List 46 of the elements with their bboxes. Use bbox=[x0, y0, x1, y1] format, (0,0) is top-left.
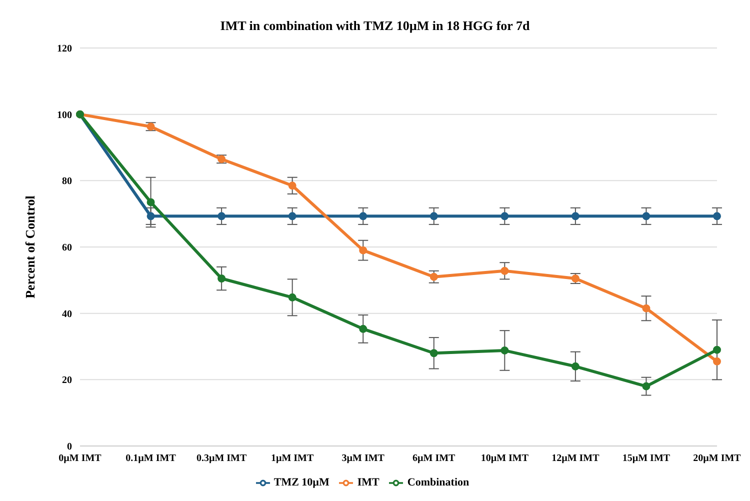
y-axis-title: Percent of Control bbox=[22, 195, 38, 298]
x-tick-label: 0µM IMT bbox=[58, 453, 102, 464]
point bbox=[713, 346, 721, 354]
legend-label: IMT bbox=[357, 476, 380, 489]
y-tick-label: 100 bbox=[57, 110, 72, 121]
point bbox=[359, 324, 368, 333]
point bbox=[713, 357, 721, 366]
point bbox=[430, 349, 438, 358]
point bbox=[288, 293, 296, 302]
x-tick-label: 0.1µM IMT bbox=[126, 453, 176, 464]
point bbox=[500, 346, 509, 354]
x-tick-label: 1µM IMT bbox=[270, 453, 314, 464]
point bbox=[218, 212, 226, 220]
point bbox=[288, 212, 296, 220]
point bbox=[359, 246, 368, 254]
x-tick-label: 10µM IMT bbox=[480, 453, 529, 464]
point bbox=[571, 362, 580, 370]
y-tick-label: 60 bbox=[62, 242, 72, 254]
point bbox=[146, 212, 155, 220]
y-tick-label: 120 bbox=[57, 44, 72, 55]
y-tick-label: 20 bbox=[62, 375, 72, 386]
x-tick-label: 0.3µM IMT bbox=[196, 453, 247, 464]
x-tick-label: 15µM IMT bbox=[622, 453, 670, 464]
point bbox=[500, 212, 509, 220]
chart-title: IMT in combination with TMZ 10µM in 18 HGG for 7d bbox=[219, 17, 531, 35]
x-tick-label: 6µM IMT bbox=[412, 453, 456, 464]
point bbox=[288, 182, 296, 190]
x-tick-label: 3µM IMT bbox=[342, 453, 385, 464]
legend-label: TMZ 10µM bbox=[274, 476, 330, 489]
point bbox=[146, 198, 155, 206]
point bbox=[642, 382, 650, 390]
point bbox=[571, 212, 580, 220]
point bbox=[642, 212, 650, 220]
point bbox=[713, 212, 721, 220]
point bbox=[430, 212, 438, 220]
point bbox=[218, 274, 226, 283]
y-tick-label: 0 bbox=[67, 442, 72, 453]
x-tick-label: 20µM IMT bbox=[693, 453, 742, 464]
point bbox=[430, 272, 438, 281]
x-tick-label: 12µM IMT bbox=[552, 453, 600, 464]
point bbox=[642, 304, 650, 312]
point bbox=[500, 266, 509, 275]
y-tick-label: 40 bbox=[62, 308, 72, 320]
legend-label: Combination bbox=[407, 476, 470, 489]
y-tick-label: 80 bbox=[62, 176, 72, 188]
point bbox=[359, 212, 368, 220]
